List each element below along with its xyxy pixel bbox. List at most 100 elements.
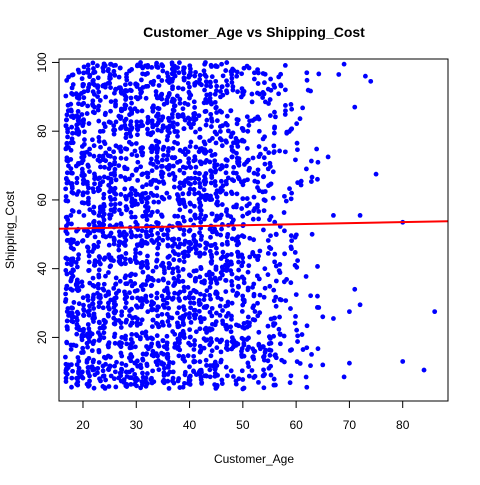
data-point [164,311,170,317]
data-point [87,74,92,80]
data-point [219,377,225,383]
data-point [172,177,177,182]
data-point [185,353,191,359]
data-point [239,233,245,239]
data-point [282,149,288,155]
data-point [272,353,278,358]
data-point [92,176,97,182]
data-point [139,260,145,265]
data-point [155,111,161,117]
data-point [154,251,160,257]
data-point [224,78,229,84]
data-point [96,138,102,144]
data-point [199,369,204,375]
data-point [80,345,86,351]
data-point [75,256,81,262]
data-point [218,338,224,344]
data-point [256,128,262,134]
data-point [132,344,138,350]
data-point [186,228,192,234]
data-point [155,65,161,70]
data-point [252,309,258,314]
data-point [84,381,90,387]
data-point [118,192,124,197]
data-point [231,226,237,232]
data-point [176,252,181,258]
data-point [271,82,277,88]
data-point [70,273,76,279]
data-point [252,317,258,323]
x-axis-label: Customer_Age [214,452,294,466]
data-point [85,103,91,109]
data-point [272,259,278,265]
data-point [166,162,172,168]
data-point [64,324,70,330]
data-point [154,290,160,296]
data-point [144,200,150,206]
data-point [81,312,86,318]
data-point [119,340,125,346]
data-point [68,270,74,276]
data-point [91,70,96,76]
data-point [236,376,242,382]
x-tick-label: 30 [130,418,144,432]
data-point [234,73,240,79]
data-point [112,90,117,96]
data-point [105,304,111,310]
data-point [144,261,150,267]
data-point [101,330,107,336]
data-point [140,152,145,158]
data-point [314,146,320,152]
data-point [79,144,85,149]
data-point [154,122,160,128]
data-point [202,87,207,93]
data-point [132,214,138,220]
data-point [180,114,186,119]
data-point [176,85,181,91]
data-point [213,183,218,188]
data-point [209,258,215,264]
data-point [246,344,252,350]
data-point [159,96,165,102]
data-point [223,262,228,268]
data-point [86,355,92,361]
data-point [144,217,150,223]
data-point [277,297,283,302]
data-point [133,272,138,278]
data-point [246,65,252,71]
data-point [185,102,191,107]
data-point [186,294,192,299]
data-point [197,72,203,78]
data-point [139,317,145,323]
data-point [129,172,135,178]
data-point [180,191,186,197]
x-tick-label: 80 [396,418,410,432]
data-point [271,333,277,339]
data-point [246,335,251,341]
data-point [79,283,85,289]
data-point [64,371,70,377]
data-point [106,66,111,72]
y-tick-label: 40 [35,262,49,276]
data-point [113,302,118,308]
data-point [145,253,150,259]
data-point [165,227,170,233]
data-point [166,118,172,124]
data-point [148,228,154,234]
data-point [133,167,139,173]
data-point [118,325,124,330]
y-tick-label: 20 [35,330,49,344]
data-point [70,305,75,311]
data-point [209,116,214,121]
data-point [234,69,240,75]
data-point [273,232,279,237]
data-point [169,111,175,117]
data-point [208,280,214,286]
data-point [213,217,218,223]
data-point [122,260,128,266]
data-point [277,341,283,347]
data-point [244,146,250,151]
data-point [202,326,208,332]
data-point [234,242,240,248]
